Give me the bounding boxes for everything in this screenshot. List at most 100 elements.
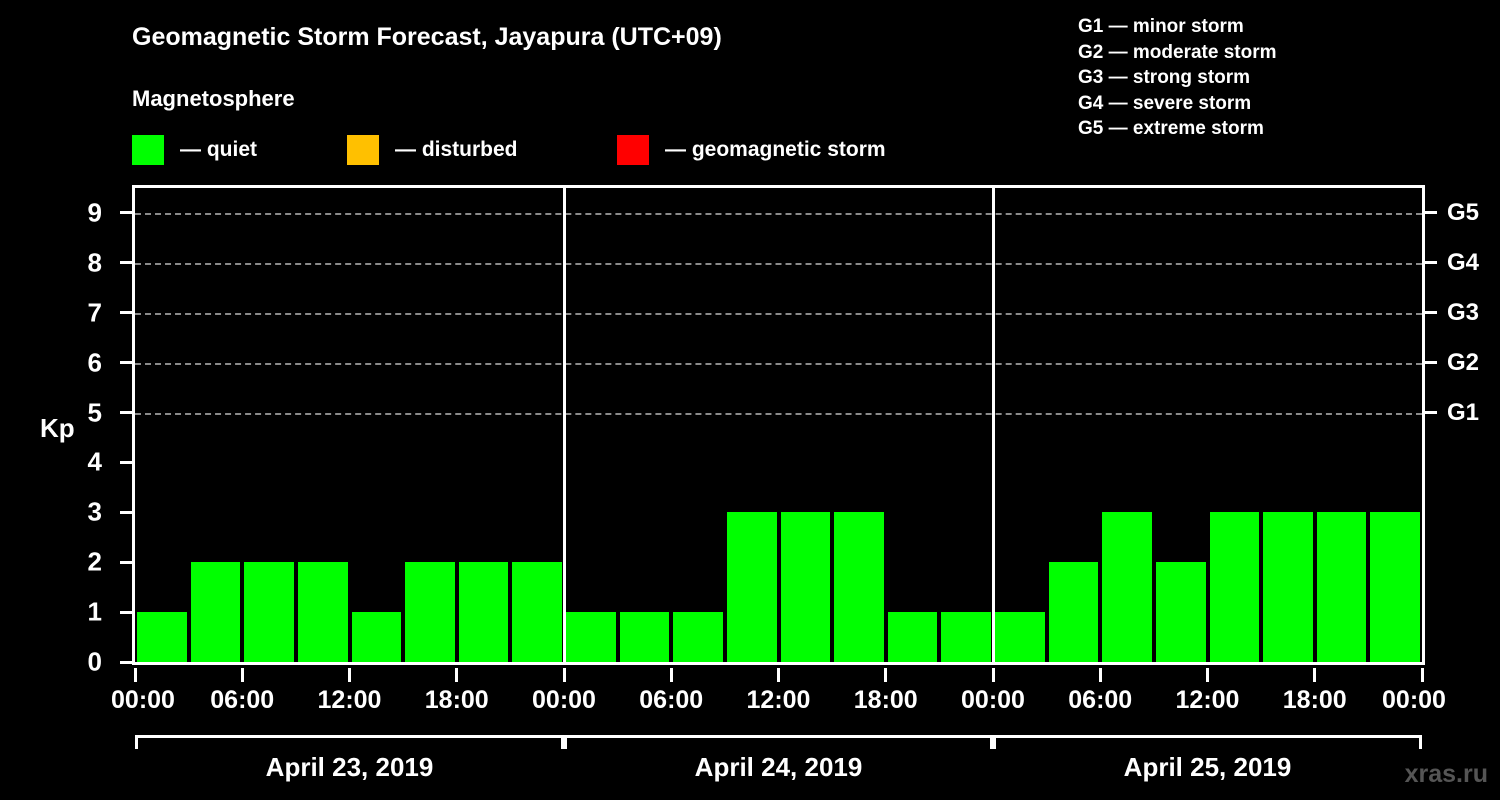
legend-label: — disturbed	[395, 138, 518, 161]
bar	[405, 562, 455, 662]
x-axis-label: 00:00	[532, 686, 596, 714]
bar	[1209, 512, 1260, 662]
bar	[941, 612, 991, 662]
y-axis-tick	[120, 211, 132, 215]
x-axis-tick	[348, 668, 351, 682]
x-axis-label: 18:00	[424, 686, 489, 714]
date-bracket	[135, 735, 564, 749]
y-axis-label: 5	[87, 397, 102, 428]
y-axis-label: 4	[87, 446, 102, 477]
y-axis-label: 7	[87, 297, 102, 328]
g-axis-tick	[1425, 261, 1437, 265]
bar	[673, 612, 723, 662]
y-axis-tick	[120, 361, 132, 365]
x-axis-tick	[1420, 668, 1424, 682]
bar	[512, 562, 562, 662]
x-axis-label: 00:00	[111, 686, 175, 714]
y-axis-label: 9	[87, 197, 102, 228]
g-axis-label: G2	[1447, 348, 1480, 376]
g-scale-row: G2 — moderate storm	[1078, 41, 1277, 63]
x-axis-tick	[1313, 668, 1317, 682]
y-axis-label: 1	[87, 596, 102, 627]
bar	[244, 562, 294, 662]
g-axis-label: G3	[1447, 298, 1480, 326]
x-axis-label: 18:00	[853, 686, 918, 714]
bar	[995, 612, 1045, 662]
x-axis-tick	[1206, 668, 1209, 682]
x-axis-label: 00:00	[1382, 686, 1446, 714]
legend-label: — quiet	[180, 138, 257, 161]
x-axis-label: 18:00	[1282, 686, 1347, 714]
y-axis-label: 2	[87, 546, 102, 577]
g-axis-tick	[1425, 411, 1437, 415]
bar	[1316, 512, 1367, 662]
gridline	[135, 262, 1422, 265]
y-axis-tick	[120, 411, 132, 415]
g-scale-row: G1 — minor storm	[1078, 16, 1244, 37]
plot-area	[132, 185, 1425, 665]
bar	[887, 612, 938, 662]
bar	[1102, 512, 1152, 662]
g-axis-tick	[1425, 311, 1437, 315]
disturbed-swatch	[347, 135, 379, 165]
g-axis-tick	[1425, 211, 1437, 215]
x-axis-tick	[240, 668, 244, 682]
g-scale-row: G3 — strong storm	[1078, 67, 1251, 88]
y-axis-title: Kp	[40, 413, 75, 443]
gridline	[135, 362, 1422, 365]
legend-label: — geomagnetic storm	[665, 138, 886, 161]
date-label: April 25, 2019	[1123, 752, 1292, 782]
bar	[1155, 562, 1206, 662]
g-axis-label: G5	[1447, 198, 1480, 226]
y-axis-tick	[120, 610, 132, 614]
x-axis-label: 06:00	[639, 686, 704, 714]
gridline	[135, 212, 1422, 215]
x-axis-label: 06:00	[210, 686, 275, 714]
legend-item: — disturbed	[347, 134, 518, 166]
bar	[566, 612, 616, 662]
x-axis-tick	[669, 668, 673, 682]
x-axis-tick	[991, 668, 995, 682]
gridline	[135, 312, 1422, 315]
bar	[1048, 562, 1099, 662]
bar	[458, 562, 509, 662]
g-scale-row: G4 — severe storm	[1078, 92, 1252, 114]
bar	[137, 612, 187, 662]
y-axis-tick	[120, 311, 132, 315]
y-axis-label: 3	[87, 496, 102, 527]
x-axis-tick	[777, 668, 780, 682]
x-axis-label: 06:00	[1068, 686, 1133, 714]
date-bracket	[993, 735, 1422, 749]
y-axis-label: 8	[87, 247, 102, 278]
bar	[1263, 512, 1313, 662]
x-axis-label: 12:00	[317, 686, 382, 714]
g-axis-label: G1	[1447, 398, 1480, 426]
quiet-swatch	[132, 135, 164, 165]
date-label: April 23, 2019	[265, 752, 434, 782]
page-title: Geomagnetic Storm Forecast, Jayapura (UT…	[132, 23, 722, 51]
x-axis-label: 12:00	[746, 686, 811, 714]
storm-swatch	[617, 135, 649, 165]
x-axis-tick	[562, 668, 566, 682]
y-axis-tick	[120, 460, 132, 464]
bar	[1370, 512, 1420, 662]
legend-item: — quiet	[132, 134, 257, 166]
bar	[190, 562, 241, 662]
bar	[726, 512, 777, 662]
day-separator	[991, 188, 995, 662]
legend-item: — geomagnetic storm	[617, 134, 886, 166]
g-axis-tick	[1425, 361, 1437, 365]
bar	[780, 512, 831, 662]
y-axis-label: 6	[87, 347, 102, 378]
gridline	[135, 412, 1422, 415]
x-axis-tick	[884, 668, 888, 682]
watermark: xras.ru	[1404, 760, 1488, 788]
y-axis-label: 0	[87, 646, 102, 677]
bar	[351, 612, 402, 662]
date-bracket	[564, 735, 993, 749]
day-separator	[562, 188, 566, 662]
x-axis-tick	[1098, 668, 1102, 682]
x-axis-label: 12:00	[1175, 686, 1240, 714]
legend-heading: Magnetosphere	[132, 86, 295, 111]
